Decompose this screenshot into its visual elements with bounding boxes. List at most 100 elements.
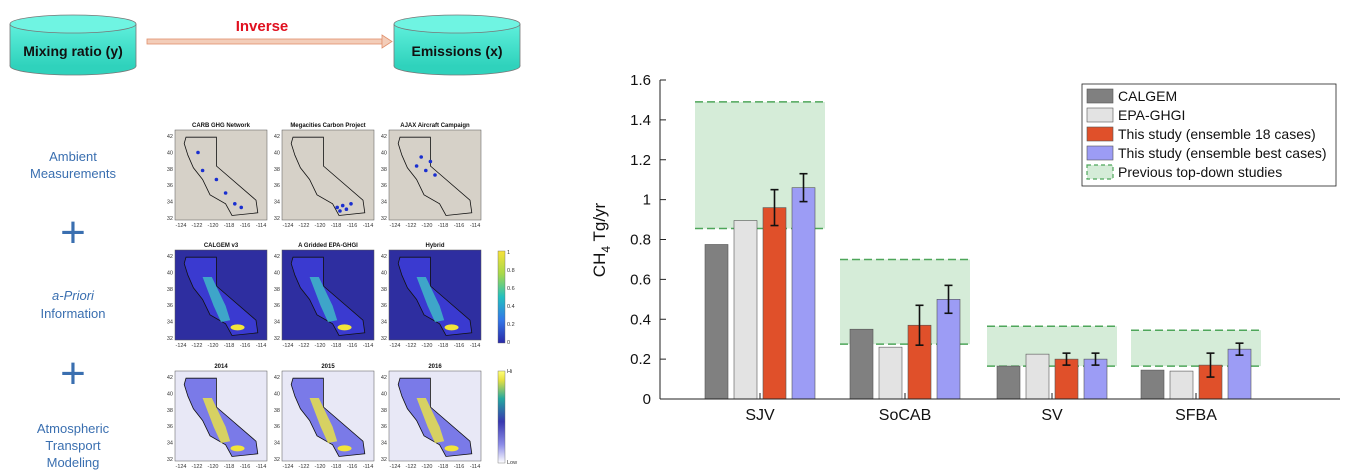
- measurement-site: [344, 207, 349, 211]
- category-label: SoCAB: [879, 407, 931, 424]
- ambient-label-line2: Measurements: [30, 166, 116, 181]
- y-axis-label-main: CH: [590, 253, 609, 278]
- map-x-tick: -122: [405, 343, 416, 349]
- map-x-tick: -124: [282, 343, 293, 349]
- map-y-tick: 34: [274, 200, 280, 206]
- map-y-tick: 40: [167, 270, 173, 276]
- map-y-tick: 38: [167, 287, 173, 293]
- legend-label: Previous top-down studies: [1118, 164, 1282, 180]
- ambient-label-line1: Ambient: [49, 149, 97, 164]
- colorbar-tick: 0: [507, 340, 510, 346]
- valley-hotspot: [202, 277, 231, 322]
- legend-swatch: [1086, 145, 1114, 161]
- map-y-tick: 36: [381, 424, 387, 430]
- map-x-tick: -118: [438, 343, 449, 349]
- category-label: SJV: [745, 407, 775, 424]
- map-x-tick: -120: [421, 343, 432, 349]
- y-tick-label: 1.2: [630, 152, 651, 169]
- map-x-tick: -124: [389, 464, 400, 470]
- y-tick-label: 1.6: [630, 72, 651, 89]
- map-x-tick: -118: [224, 464, 235, 470]
- map-x-tick: -118: [438, 464, 449, 470]
- map-x-tick: -122: [191, 343, 202, 349]
- legend-label: EPA-GHGI: [1118, 107, 1185, 123]
- map-y-tick: 38: [274, 167, 280, 173]
- map-panel: 2016 42 40 38 36 34 32-124 -122 -120 -118 -116 -114: [381, 364, 482, 470]
- map-title: CALGEM v3: [204, 243, 239, 249]
- map-x-tick: -124: [175, 343, 186, 349]
- map-panel: CARB GHG Network 42 40 38 36 34 32-124 -122 -120…: [167, 123, 268, 229]
- map-y-tick: 36: [274, 183, 280, 189]
- california-outline: [397, 136, 473, 216]
- colorbar-hi-label: Hi: [507, 369, 512, 375]
- map-x-tick: -124: [175, 223, 186, 229]
- measurement-site: [349, 202, 353, 206]
- map-y-tick: 32: [381, 336, 387, 342]
- map-panel: 2015 42 40 38 36 34 32-124 -122 -120 -118 -116 -114: [274, 364, 375, 470]
- colorbar-low-label: Low: [507, 460, 517, 466]
- colorbar-tick: 0.8: [507, 268, 515, 274]
- y-axis-label-rest: Tg/yr: [590, 202, 609, 245]
- map-y-tick: 34: [381, 320, 387, 326]
- map-y-tick: 42: [381, 375, 387, 381]
- map-y-tick: 36: [381, 183, 387, 189]
- map-x-tick: -120: [207, 223, 218, 229]
- map-y-tick: 42: [381, 134, 387, 140]
- map-x-tick: -116: [347, 223, 358, 229]
- map-y-tick: 34: [274, 320, 280, 326]
- map-panel: Megacities Carbon Project424038363432-12…: [274, 123, 375, 229]
- map-y-tick: 42: [274, 254, 280, 260]
- la-hotspot: [444, 445, 459, 452]
- legend-swatch: [1086, 88, 1114, 104]
- measurement-site: [335, 205, 340, 210]
- map-panel: A Gridded EPA-GHGI 42 40 38 36 34 32-124 -122 -1…: [274, 243, 375, 349]
- map-x-tick: -114: [470, 343, 481, 349]
- y-tick-label: 1: [643, 192, 651, 209]
- y-tick-label: 0: [643, 391, 651, 408]
- bar-this-study-ensemble-best-cases-: [1227, 348, 1252, 400]
- map-x-tick: -122: [298, 464, 309, 470]
- map-y-tick: 38: [381, 287, 387, 293]
- emissions-label: Emissions (x): [411, 43, 502, 59]
- map-y-tick: 32: [381, 457, 387, 463]
- map-y-tick: 42: [167, 375, 173, 381]
- map-panel: CALGEM v3 42 40 38 36 34 32-124 -122 -120 -118 -11…: [167, 243, 268, 349]
- map-x-tick: -120: [314, 223, 325, 229]
- map-title: Megacities Carbon Project: [290, 123, 365, 129]
- la-hotspot: [230, 445, 245, 452]
- map-y-tick: 34: [167, 200, 173, 206]
- map-panel: Hybrid 42 40 38 36 34 32-124 -122 -120 -118 -116 -1…: [381, 243, 482, 349]
- map-x-tick: -124: [389, 223, 400, 229]
- map-x-tick: -122: [298, 223, 309, 229]
- map-y-tick: 42: [381, 254, 387, 260]
- apriori-label-line1: a-Priori: [52, 288, 95, 303]
- legend-label: This study (ensemble 18 cases): [1118, 126, 1316, 142]
- map-y-tick: 42: [274, 375, 280, 381]
- map-panel: 2014 42 40 38 36 34 32-124 -122 -120 -118 -116 -114: [167, 364, 268, 470]
- map-x-tick: -114: [256, 343, 267, 349]
- bar-calgem: [996, 365, 1021, 400]
- y-tick-label: 0.2: [630, 351, 651, 368]
- bars: [704, 172, 1252, 400]
- la-hotspot: [444, 324, 459, 331]
- legend: CALGEM EPA-GHGI This study (ensemble 18 ca…: [1081, 83, 1337, 187]
- map-y-tick: 32: [381, 216, 387, 222]
- bar-chart: 0 0.2 0.4 0.6 0.8 1 1.2 1.4 1.6 SJV SoCAB SV SFBA C…: [590, 72, 1340, 424]
- map-y-tick: 40: [274, 270, 280, 276]
- legend-swatch: [1086, 107, 1114, 123]
- map-x-tick: -118: [224, 343, 235, 349]
- y-tick-label: 1.4: [630, 112, 651, 129]
- apriori-colorbar: 1 0.8 0.6 0.4 0.2 0: [497, 250, 515, 346]
- map-title: 2014: [214, 364, 228, 370]
- map-y-tick: 40: [274, 150, 280, 156]
- map-x-tick: -116: [347, 343, 358, 349]
- valley-hotspot: [416, 277, 445, 322]
- map-x-tick: -124: [282, 223, 293, 229]
- emissions-cylinder: Emissions (x): [393, 14, 521, 76]
- map-background: [174, 129, 268, 221]
- map-x-tick: -122: [191, 464, 202, 470]
- map-y-tick: 42: [167, 134, 173, 140]
- map-x-tick: -116: [454, 223, 465, 229]
- valley-hotspot: [309, 277, 338, 322]
